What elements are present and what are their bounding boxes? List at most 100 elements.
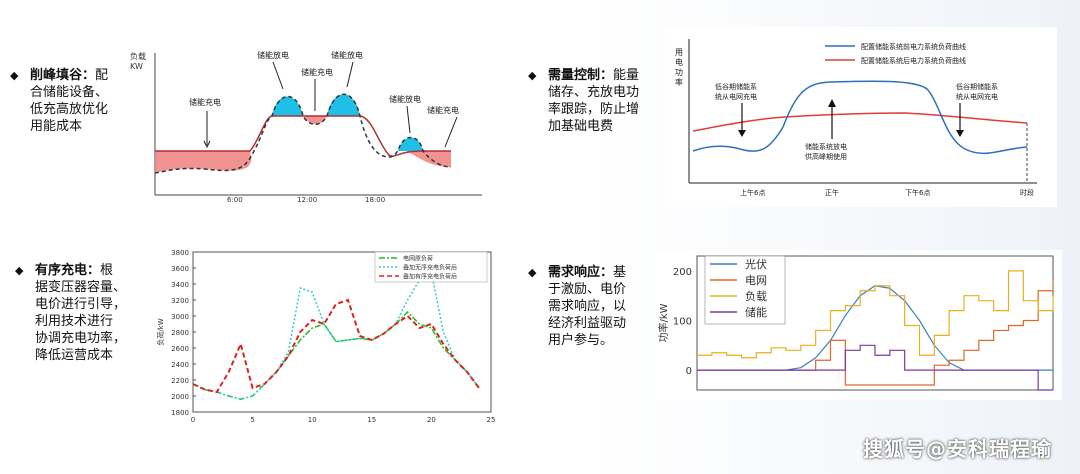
bullet-peak-shaving: ◆ 削峰填谷：配 合储能设备、 低充高放优化 用能成本 bbox=[10, 67, 125, 137]
flattened-load-line bbox=[155, 115, 451, 157]
y-axis-label-char: 用 bbox=[675, 48, 683, 57]
bullet-line: 用户参与。 bbox=[548, 333, 614, 348]
bullet-line: 经济利益驱动 bbox=[548, 316, 627, 331]
x-tick-label: 时段 bbox=[1020, 188, 1034, 197]
y-tick-label: 100 bbox=[673, 317, 692, 328]
bullet-title: 需求响应： bbox=[548, 265, 614, 280]
bullet-line: 加基础电费 bbox=[548, 119, 614, 134]
discharge-area-1 bbox=[272, 96, 303, 116]
orderly-charging-plot: 1800 2000 2200 2400 2600 2800 3000 3200 3400 3600… bbox=[156, 249, 496, 424]
diamond-bullet-icon: ◆ bbox=[10, 69, 19, 82]
x-tick-label: 20 bbox=[427, 416, 436, 424]
bullet-title: 有序充电： bbox=[35, 263, 101, 278]
x-tick-label: 18:00 bbox=[365, 196, 385, 204]
x-tick-label: 15 bbox=[367, 416, 376, 424]
bullet-line: 据变压器容量、 bbox=[35, 280, 127, 295]
legend-label: 储能 bbox=[745, 305, 767, 319]
legend-label-before: 配置储能系统前电力系统负荷曲线 bbox=[861, 42, 966, 51]
legend-label: 叠加无序充电负荷后 bbox=[403, 264, 457, 272]
y-axis-label: 功率/kW bbox=[657, 303, 670, 342]
series-line-4 bbox=[697, 344, 1053, 391]
legend-label-after: 配置储能系统后电力系统负荷曲线 bbox=[861, 56, 966, 65]
x-tick-label: 上午6点 bbox=[740, 188, 765, 197]
y-tick-label: 3400 bbox=[171, 281, 189, 289]
y-tick-label: 2400 bbox=[171, 361, 189, 369]
legend-label: 负载 bbox=[745, 289, 767, 303]
series-line-2 bbox=[192, 270, 480, 400]
bullet-line: 能量 bbox=[613, 68, 640, 83]
bullet-line: 合储能设备、 bbox=[30, 85, 109, 100]
bullet-line: 协调充电功率， bbox=[35, 331, 127, 346]
y-tick-label: 3800 bbox=[171, 249, 189, 257]
plot-frame bbox=[696, 255, 1054, 391]
series-line-3 bbox=[697, 270, 1054, 359]
charge-area-1 bbox=[155, 151, 252, 173]
bullet-orderly-charging: ◆ 有序充电：根 据变压器容量、 电价进行引导， 利用技术进行 协调充电功率， … bbox=[15, 262, 140, 367]
annotation-left-2: 统从电网充电 bbox=[715, 92, 757, 101]
annotation-charge-2: 储能充电 bbox=[301, 67, 333, 77]
annotation-arrow bbox=[272, 61, 284, 90]
before-load-curve bbox=[692, 80, 1028, 155]
annotation-right-1: 低谷期储能系 bbox=[956, 82, 998, 91]
bullet-line: 率跟踪，防止增 bbox=[548, 102, 640, 117]
arrow-up-icon bbox=[828, 99, 836, 107]
y-tick-label: 2200 bbox=[171, 377, 189, 385]
y-axis-label-top: 负载 bbox=[130, 51, 146, 61]
annotation-mid-1: 储能系统放电 bbox=[805, 142, 847, 151]
y-tick-label: 3200 bbox=[171, 297, 189, 305]
y-tick-label: 2800 bbox=[171, 329, 189, 337]
bullet-line: 于激励、电价 bbox=[548, 282, 627, 297]
annotation-mid-2: 供高峰期使用 bbox=[805, 152, 847, 161]
y-tick-label: 3000 bbox=[171, 313, 189, 321]
series-line-3 bbox=[192, 298, 480, 394]
orderly-charging-chart: 1800 2000 2200 2400 2600 2800 3000 3200 3400 3600… bbox=[153, 246, 500, 426]
x-tick-label: 12:00 bbox=[297, 196, 317, 204]
arrow-down-icon bbox=[956, 130, 964, 137]
bullet-line: 利用技术进行 bbox=[35, 314, 114, 329]
bullet-line: 用能成本 bbox=[30, 119, 83, 134]
x-tick-label: 25 bbox=[487, 416, 496, 424]
y-tick-label: 3600 bbox=[171, 265, 189, 273]
bullet-line: 低充高放优化 bbox=[30, 102, 109, 117]
legend-label: 电网 bbox=[745, 274, 767, 287]
annotation-charge-1: 储能充电 bbox=[189, 97, 221, 107]
bullet-demand-control: ◆ 需量控制：能量 储存、充放电功 率跟踪，防止增 加基础电费 bbox=[528, 67, 658, 137]
annotation-discharge-2: 储能放电 bbox=[331, 50, 363, 60]
x-tick-label: 10 bbox=[308, 416, 317, 424]
demand-control-chart: 用 电 功 率 配置储能系统前电力系统负荷曲线 配置储能系统后电力系统负荷曲线 … bbox=[665, 27, 1057, 207]
annotation-left-1: 低谷期储能系 bbox=[715, 82, 757, 91]
bullet-line: 基 bbox=[613, 265, 627, 280]
y-tick-label: 0 bbox=[686, 366, 692, 377]
y-tick-label: 1800 bbox=[171, 409, 189, 417]
y-tick-label: 2600 bbox=[171, 345, 189, 353]
bullet-line: 需求响应，以 bbox=[548, 299, 627, 314]
series-line-1 bbox=[192, 310, 480, 400]
diamond-bullet-icon: ◆ bbox=[15, 264, 24, 277]
bullet-title: 削峰填谷： bbox=[30, 68, 96, 83]
annotation-discharge-3: 储能放电 bbox=[389, 94, 421, 104]
charge-area-2 bbox=[303, 116, 327, 125]
legend-label: 电网原负荷 bbox=[403, 255, 433, 263]
annotation-arrow bbox=[406, 105, 411, 134]
x-tick-label: 正午 bbox=[825, 188, 839, 197]
charge-area-3 bbox=[407, 151, 451, 167]
peak-shaving-chart: 负载 KW 储能充电 储能放电 储能充电 储能放电 储能放电 储能充电 6:00… bbox=[127, 45, 492, 205]
diamond-bullet-icon: ◆ bbox=[528, 69, 537, 82]
arrow-head-icon bbox=[203, 140, 211, 149]
x-tick-label: 5 bbox=[250, 416, 254, 424]
y-tick-label: 200 bbox=[673, 267, 692, 278]
discharge-area-3 bbox=[398, 137, 423, 151]
y-axis-label-char: 率 bbox=[675, 77, 683, 87]
after-load-curve bbox=[692, 112, 1028, 132]
annotation-arrow bbox=[444, 116, 458, 148]
y-axis-label: 用 电 功 率 bbox=[675, 48, 686, 87]
legend-label: 叠加有序充电负荷后 bbox=[403, 273, 457, 281]
discharge-area-2 bbox=[327, 94, 360, 116]
y-tick-label: 2000 bbox=[171, 393, 189, 401]
annotation-arrow bbox=[346, 61, 354, 88]
diamond-bullet-icon: ◆ bbox=[528, 266, 537, 279]
y-axis-label-char: 功 bbox=[675, 67, 683, 77]
bullet-line: 电价进行引导， bbox=[35, 297, 127, 312]
bullet-line: 储存、充放电功 bbox=[548, 85, 640, 100]
